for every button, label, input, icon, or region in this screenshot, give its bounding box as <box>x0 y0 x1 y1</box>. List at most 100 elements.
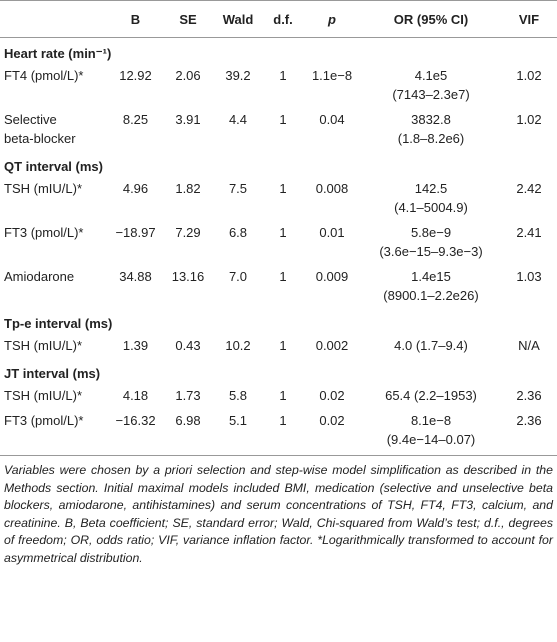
data-row: TSH (mIU/L)* 4.96 1.82 7.5 1 0.008 142.5 (4.1–5… <box>0 176 557 220</box>
cell-line: (3.6e−15–9.3e−3) <box>379 244 483 259</box>
vif: 1.03 <box>516 269 542 284</box>
results-table: B SE Wald d.f. p OR (95% CI) VIF Heart rate (m… <box>0 0 557 456</box>
cell: 12.92 <box>119 68 152 83</box>
section-row: Tp-e interval (ms) <box>0 308 557 333</box>
cell-line: FT4 (pmol/L)* <box>4 68 84 83</box>
footnote: Variables were chosen by a priori select… <box>4 463 553 565</box>
data-row: Selective beta-blocker 8.25 3.91 4.4 1 0.04 383… <box>0 107 557 151</box>
row-label: TSH (mIU/L)* <box>0 383 108 408</box>
cell: 13.16 <box>171 269 205 284</box>
cell: 1 <box>279 225 287 240</box>
cell-line: 3832.8 <box>411 112 451 127</box>
cell: 39.2 <box>225 68 251 83</box>
odds-ratio: 1.4e15 (8900.1–2.2e26) <box>361 264 501 308</box>
cell-line: Selective <box>4 112 57 127</box>
odds-ratio: 8.1e−8 (9.4e−14–0.07) <box>361 408 501 456</box>
cell: −18.97 <box>115 225 156 240</box>
cell: 6.98 <box>163 408 213 456</box>
cell: 0.02 <box>319 388 345 403</box>
cell: 1.82 <box>175 181 201 196</box>
cell: 0.04 <box>319 112 345 127</box>
cell: 1 <box>279 269 287 284</box>
row-label: FT3 (pmol/L)* <box>0 220 108 264</box>
cell: 1 <box>279 388 287 403</box>
header-cell: OR (95% CI) <box>361 0 501 38</box>
header-cell: VIF <box>501 0 557 38</box>
section-title: Heart rate (min⁻¹) <box>4 46 112 61</box>
cell: 0.009 <box>315 269 349 284</box>
data-row: TSH (mIU/L)* 1.39 0.43 10.2 1 0.002 4.0 (1.7–9… <box>0 333 557 358</box>
cell: 4.18 <box>122 388 149 403</box>
data-row: FT3 (pmol/L)* −18.97 7.29 6.8 1 0.01 5.8e−9 (3.… <box>0 220 557 264</box>
data-row: FT3 (pmol/L)* −16.32 6.98 5.1 1 0.02 8.1e−8 (9.… <box>0 408 557 456</box>
section-row: JT interval (ms) <box>0 358 557 383</box>
row-label: TSH (mIU/L)* <box>0 176 108 220</box>
cell-line: 5.8e−9 <box>410 225 452 240</box>
cell: 10.2 <box>225 338 251 353</box>
cell: 1.39 <box>122 338 149 353</box>
row-label: Amiodarone <box>0 264 108 308</box>
cell: 7.0 <box>228 269 248 284</box>
cell-line: TSH (mIU/L)* <box>4 388 82 403</box>
data-row: Amiodarone 34.88 13.16 7.0 1 0.009 1.4e15 (8900… <box>0 264 557 308</box>
cell-line: 142.5 <box>414 181 448 196</box>
row-label: Selective beta-blocker <box>0 107 108 151</box>
cell-line: 1.4e15 <box>411 269 451 284</box>
vif: 2.42 <box>516 181 542 196</box>
section-row: Heart rate (min⁻¹) <box>0 38 557 64</box>
odds-ratio: 4.1e5 (7143–2.3e7) <box>361 63 501 107</box>
cell: −16.32 <box>108 408 163 456</box>
cell: 7.29 <box>175 225 201 240</box>
cell-line: TSH (mIU/L)* <box>4 181 82 196</box>
cell-line: 4.1e5 <box>414 68 448 83</box>
cell-line: (4.1–5004.9) <box>394 200 468 215</box>
data-row: FT4 (pmol/L)* 12.92 2.06 39.2 1 1.1e−8 4.1e5 (7… <box>0 63 557 107</box>
cell: 1 <box>279 181 287 196</box>
vif: N/A <box>518 338 540 353</box>
cell: 1 <box>279 338 287 353</box>
vif: 2.41 <box>516 225 542 240</box>
cell: 0.43 <box>175 338 201 353</box>
cell: 0.01 <box>319 225 345 240</box>
odds-ratio: 65.4 (2.2–1953) <box>361 383 501 408</box>
row-label: TSH (mIU/L)* <box>0 333 108 358</box>
cell-line: (8900.1–2.2e26) <box>383 288 479 303</box>
section-title: Tp-e interval (ms) <box>4 316 113 331</box>
odds-ratio: 142.5 (4.1–5004.9) <box>361 176 501 220</box>
odds-ratio: 3832.8 (1.8–8.2e6) <box>361 107 501 151</box>
cell-line: Amiodarone <box>4 269 75 284</box>
cell: 1 <box>263 408 303 456</box>
cell: 5.8 <box>228 388 248 403</box>
cell-line: TSH (mIU/L)* <box>4 338 82 353</box>
cell-line: (9.4e−14–0.07) <box>386 432 476 447</box>
cell: 1 <box>279 112 287 127</box>
cell: 6.8 <box>228 225 248 240</box>
odds-ratio: 4.0 (1.7–9.4) <box>361 333 501 358</box>
cell: 1.73 <box>175 388 201 403</box>
cell: 8.25 <box>122 112 149 127</box>
cell: 0.008 <box>315 181 349 196</box>
cell-line: (1.8–8.2e6) <box>397 131 465 146</box>
cell-line: (7143–2.3e7) <box>392 87 470 102</box>
section-title: QT interval (ms) <box>4 159 103 174</box>
cell-line: 8.1e−8 <box>410 413 452 428</box>
cell: 34.88 <box>119 269 152 284</box>
cell: 2.06 <box>175 68 201 83</box>
section-title: JT interval (ms) <box>4 366 101 381</box>
header-cell: SE <box>163 0 213 38</box>
cell-line: beta-blocker <box>4 131 76 146</box>
header-cell: d.f. <box>263 0 303 38</box>
cell: 0.02 <box>303 408 361 456</box>
header-row: B SE Wald d.f. p OR (95% CI) VIF <box>0 0 557 38</box>
vif: 2.36 <box>516 388 542 403</box>
cell: 4.4 <box>228 112 248 127</box>
header-cell <box>0 0 108 38</box>
cell: 5.1 <box>213 408 263 456</box>
row-label: FT4 (pmol/L)* <box>0 63 108 107</box>
vif: 2.36 <box>501 408 557 456</box>
row-label: FT3 (pmol/L)* <box>0 408 108 456</box>
header-cell: B <box>108 0 163 38</box>
header-cell: p <box>303 0 361 38</box>
header-cell: Wald <box>213 0 263 38</box>
